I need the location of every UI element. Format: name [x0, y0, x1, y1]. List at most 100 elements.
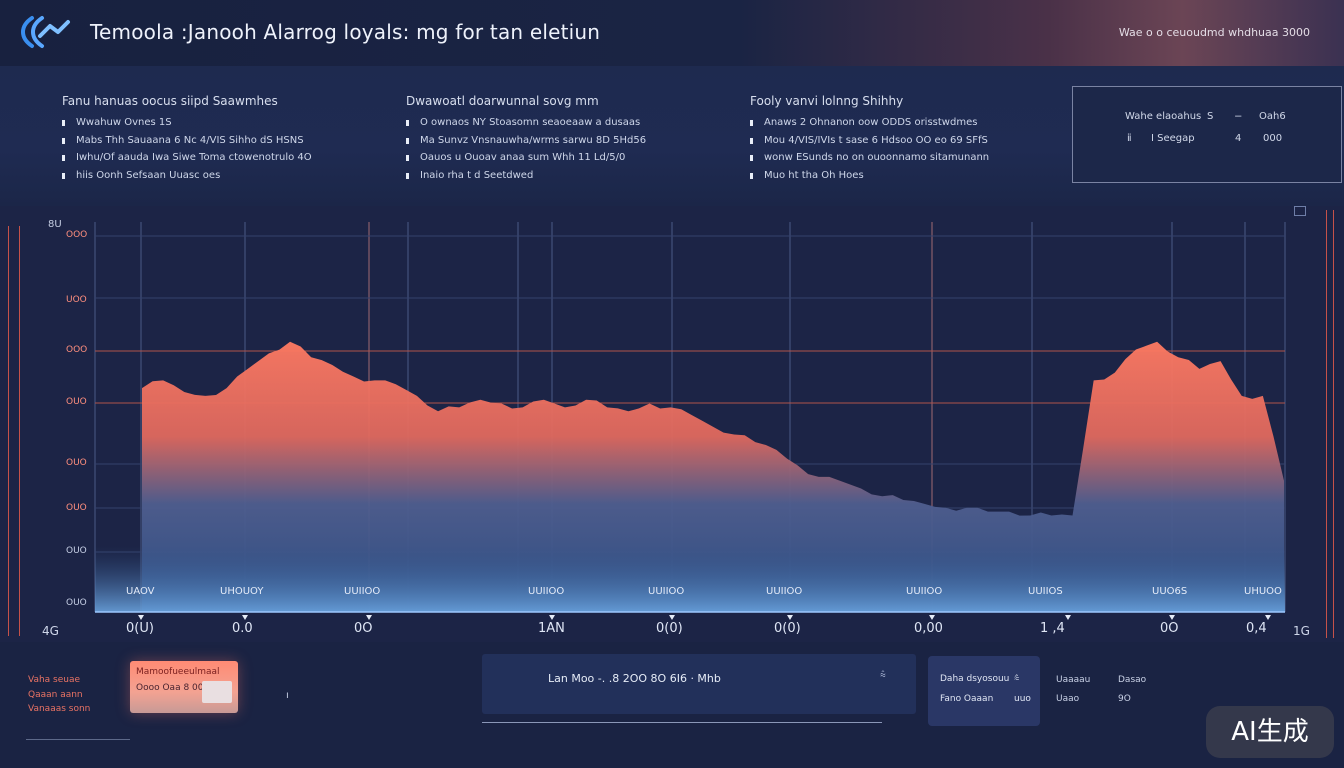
info-column-1: Fanu hanuas oocus siipd Saawmhes Wwahuw … [62, 94, 382, 184]
x-tick-marker [1265, 615, 1271, 620]
x-tick-label: 0,00 [914, 621, 943, 636]
x-tick-label: 0,4 [1246, 621, 1267, 636]
summary-symbol-1: Ⲻ [1235, 114, 1242, 125]
chart-area-series [142, 341, 1284, 612]
status-icon: ⩯ [1014, 674, 1020, 684]
info-bullet: Inaio rha t d Seetdwed [406, 167, 726, 185]
summary-label-1: Wahe elaoahus [1125, 111, 1202, 122]
info-bullet: O ownaos NY Stoasomn seaoeaaw a dusaas [406, 114, 726, 132]
alert-card[interactable]: Mamoofueeulmaal Oooo Oaa 8 00oo0 8 [130, 661, 238, 713]
info-column-2: Dwawoatl doarwunnal sovg mm O ownaos NY … [406, 94, 726, 184]
readout-underline [482, 722, 882, 723]
x-tick-label: 1 ,4 [1040, 621, 1065, 636]
x-tick-label: 1AN [538, 621, 565, 636]
info-bullet: Muo ht tha Oh Hoes [750, 167, 1070, 185]
card-side-icon: ı [286, 690, 289, 701]
footer-label: Qaaan aann [28, 690, 83, 700]
x-inner-label: UHUOO [1244, 586, 1282, 597]
ai-generated-badge: AI生成 [1206, 706, 1334, 758]
info-bullet: Mou 4/VIS/IVIs t sase 6 Hdsoo OO eo 69 S… [750, 132, 1070, 150]
summary-extra-2: 000 [1263, 133, 1283, 144]
chart-menu-icon[interactable] [1294, 206, 1306, 216]
x-tick-marker [242, 615, 248, 620]
y-tick-label: OUO [66, 458, 87, 468]
readout-text: Lan Moo -. .8 2OO 8O 6I6 · Mhb [548, 672, 721, 685]
app-title: Temoola :Janooh Alarrog loyals: mg for t… [90, 20, 601, 44]
info-bullet: Mabs Thh Sauaana 6 Nc 4/VIS Sihho dS HSN… [62, 132, 382, 150]
x-tick-label: 0(0) [774, 621, 801, 636]
x-inner-label: UUO6S [1152, 586, 1188, 597]
summary-extra-1: Oah6 [1259, 111, 1286, 122]
y-tick-label: OUO [66, 397, 87, 407]
y-tick-label: OOO [66, 230, 88, 240]
logo-icon[interactable] [18, 12, 74, 52]
x-inner-label: UUIIOS [1028, 586, 1063, 597]
x-tick-label: 0(0) [656, 621, 683, 636]
x-tick-marker [366, 615, 372, 620]
x-tick-label: 0(U) [126, 621, 154, 636]
alert-card-title: Mamoofueeulmaal [136, 667, 220, 677]
summary-label-2: I Seegap [1151, 133, 1195, 144]
area-chart[interactable] [0, 206, 1344, 642]
status-label: Fano Oaaan [940, 694, 994, 704]
footer-label: Vanaaas sonn [28, 704, 91, 714]
y-tick-label: OUO [66, 546, 87, 556]
status-col-label: Uaao [1056, 694, 1080, 704]
info-bullet: Anaws 2 Ohnanon oow ODDS orisstwdmes [750, 114, 1070, 132]
alert-card-detail: Oooo Oaa 8 00oo0 8 [136, 683, 229, 693]
x-inner-label: UUIIOO [906, 586, 943, 597]
status-col-value: Dasao [1118, 675, 1147, 685]
y-tick-label: UOO [66, 295, 87, 305]
status-value: uuo [1014, 694, 1031, 704]
summary-value-2: 4 [1235, 133, 1242, 144]
status-label: Daha dsyosouu [940, 674, 1010, 684]
info-bullet: Ma Sunvz Vnsnauwha/wrms sarwu 8D 5Hd56 [406, 132, 726, 150]
chart-right-rail [1326, 210, 1334, 638]
info-column-title: Fanu hanuas oocus siipd Saawmhes [62, 94, 278, 108]
footer-label: Vaha seuae [28, 675, 81, 685]
corner-label-left: 4G [42, 624, 59, 638]
y-tick-label: OOO [66, 345, 88, 355]
status-panel[interactable]: Daha dsyosouu ⩯ Fano Oaaan uuo [928, 656, 1040, 726]
status-col-value: 9O [1118, 694, 1131, 704]
x-tick-marker [1065, 615, 1071, 620]
x-inner-label: UUIIOO [344, 586, 381, 597]
x-tick-marker [787, 615, 793, 620]
y-axis-top-label: 8U [48, 219, 62, 230]
app-header: Temoola :Janooh Alarrog loyals: mg for t… [0, 0, 1344, 66]
info-column-title: Dwawoatl doarwunnal sovg mm [406, 94, 599, 108]
x-tick-label: 0O [354, 621, 373, 636]
y-tick-label: OUO [66, 598, 87, 608]
chart-base-glow [95, 546, 1285, 612]
readout-panel[interactable]: ⩯ [482, 654, 916, 723]
x-tick-label: 0.0 [232, 621, 253, 636]
x-inner-label: UUIIOO [528, 586, 565, 597]
corner-label-right: 1G [1293, 624, 1310, 638]
info-column-3: Fooly vanvi lolnng Shihhy Anaws 2 Ohnano… [750, 94, 1070, 184]
info-bullet: Iwhu/Of aauda Iwa Siwe Toma ctowenotrulo… [62, 149, 382, 167]
info-bullet: Wwahuw Ovnes 1S [62, 114, 382, 132]
footer-divider [26, 739, 130, 740]
x-inner-label: UHOUOY [220, 586, 264, 597]
x-inner-label: UUIIOO [648, 586, 685, 597]
x-tick-marker [929, 615, 935, 620]
chart-left-rail [8, 226, 20, 636]
status-col-label: Uaaaau [1056, 675, 1091, 685]
y-tick-label: OUO [66, 503, 87, 513]
x-tick-marker [138, 615, 144, 620]
info-bullet: wonw ESunds no on ouoonnamo sitamunann [750, 149, 1070, 167]
readout-menu-icon[interactable]: ⩯ [880, 670, 886, 681]
x-inner-label: UUIIOO [766, 586, 803, 597]
x-tick-marker [669, 615, 675, 620]
info-bullet: Oauos u Ouoav anaa sum Whh 11 Ld/5/0 [406, 149, 726, 167]
header-status-text: Wae o o ceuoudmd whdhuaa 3000 [1118, 26, 1310, 39]
info-bullet: hiis Oonh Sefsaan Uuasc oes [62, 167, 382, 185]
alert-card-badge [202, 681, 232, 703]
x-tick-marker [549, 615, 555, 620]
summary-icon: ⅱ [1127, 133, 1132, 144]
x-tick-label: 0O [1160, 621, 1179, 636]
info-column-title: Fooly vanvi lolnng Shihhy [750, 94, 904, 108]
summary-box[interactable]: Wahe elaoahus S Ⲻ Oah6 ⅱ I Seegap 4 000 [1072, 86, 1342, 183]
x-tick-marker [1169, 615, 1175, 620]
x-inner-label: UAOV [126, 586, 155, 597]
